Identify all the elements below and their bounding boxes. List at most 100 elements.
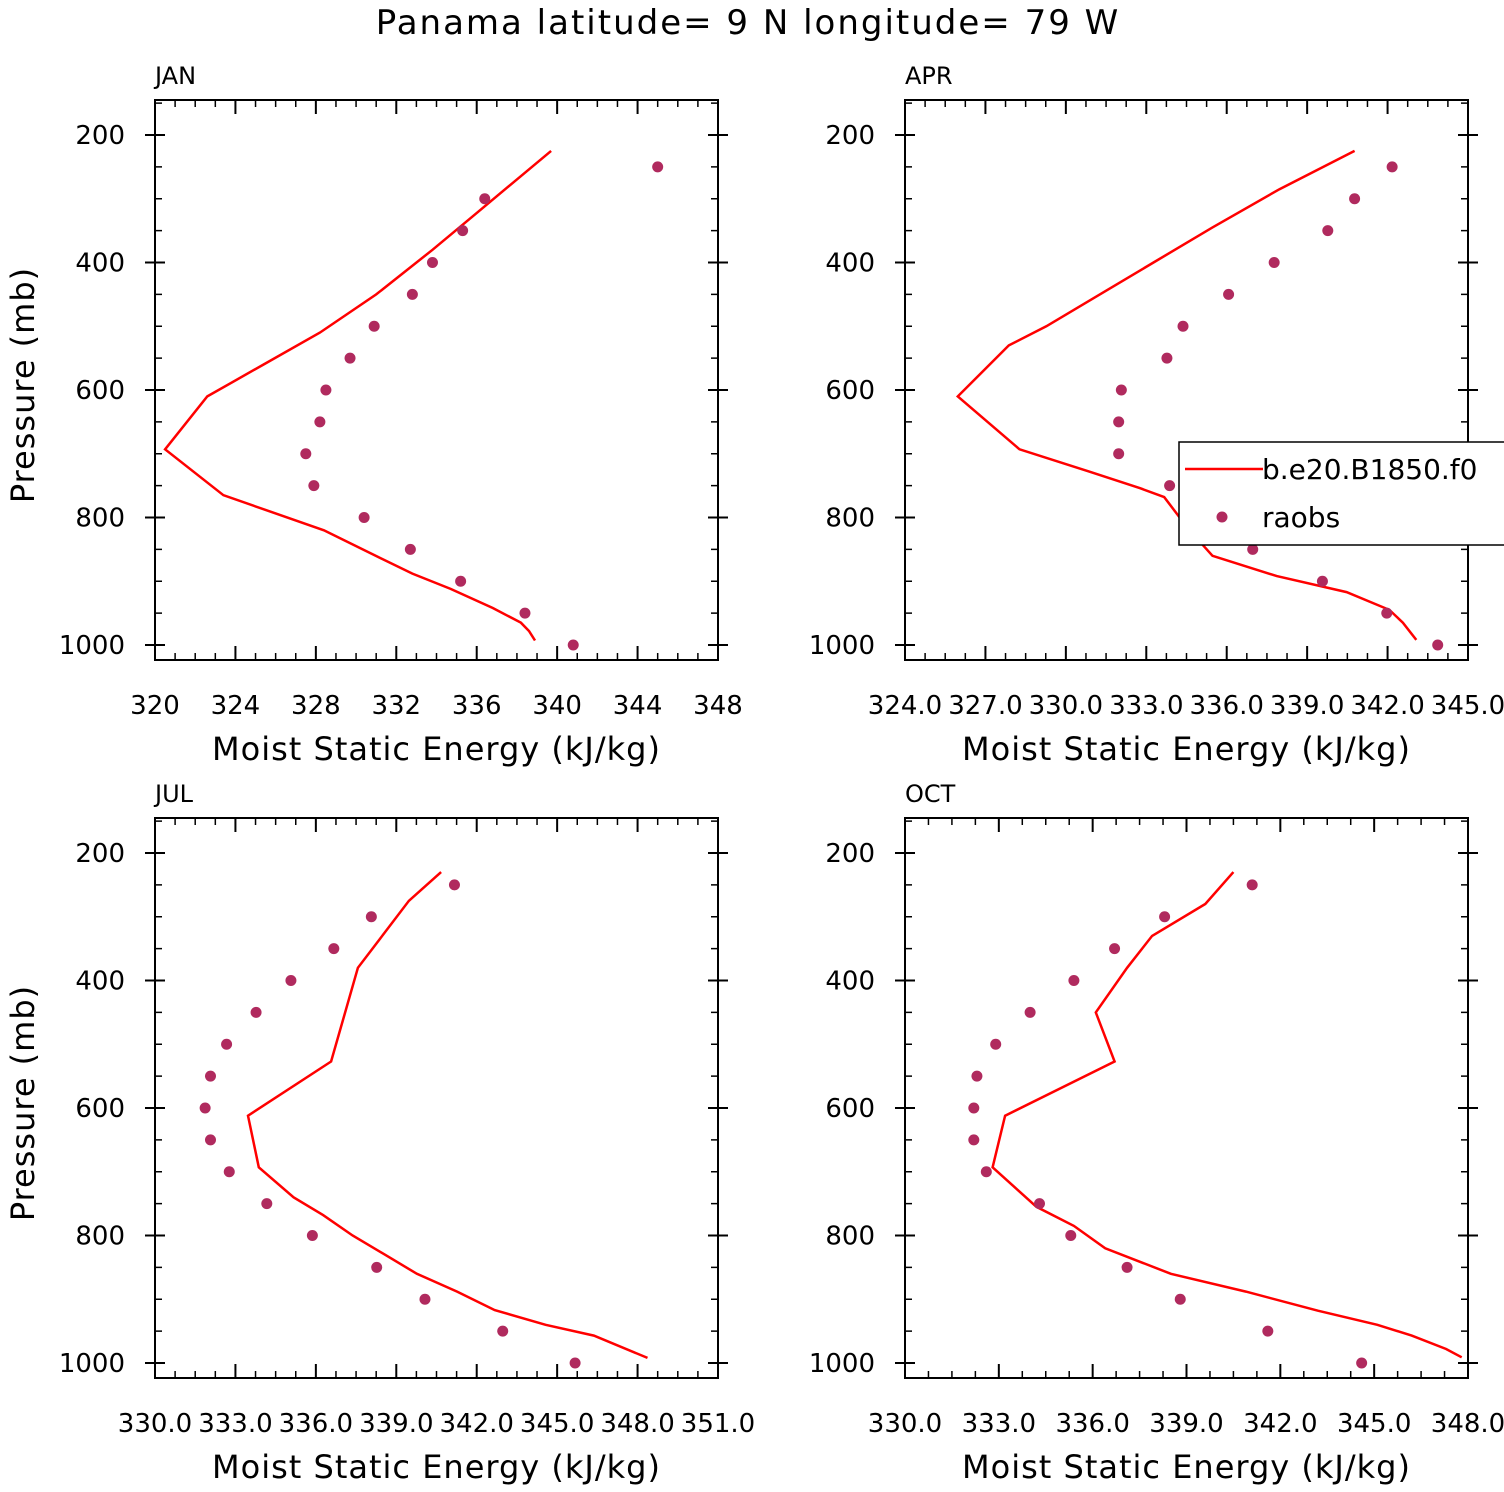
obs-point	[1381, 607, 1393, 619]
x-tick-label: 327.0	[948, 691, 1022, 721]
obs-point	[204, 1070, 216, 1082]
x-axis-label: Moist Static Energy (kJ/kg)	[962, 1448, 1411, 1486]
obs-point	[1113, 416, 1125, 428]
obs-point	[990, 1038, 1002, 1050]
obs-point	[221, 1038, 233, 1050]
obs-point	[497, 1325, 509, 1337]
obs-point	[1356, 1357, 1368, 1369]
obs-point	[1164, 480, 1176, 492]
plot-frame	[154, 817, 719, 1379]
plot-frame	[904, 99, 1469, 661]
panel-label: OCT	[905, 780, 956, 808]
legend-obs-label: raobs	[1262, 501, 1340, 534]
y-tick-label: 1000	[809, 1349, 875, 1379]
x-tick-label: 336.0	[1189, 691, 1263, 721]
obs-point	[365, 911, 377, 923]
x-tick-label: 348	[693, 691, 743, 721]
x-tick-label: 351.0	[681, 1409, 755, 1439]
obs-point	[261, 1198, 273, 1210]
x-tick-label: 339.0	[359, 1409, 433, 1439]
obs-point	[1177, 320, 1189, 332]
obs-point	[652, 161, 664, 173]
panel-jul: JUL 330.0 333.0 336.0 339.0 342.0 345.0 348.0 35…	[4, 780, 755, 1486]
x-tick-label: 344	[613, 691, 663, 721]
x-tick-label: 348.0	[600, 1409, 674, 1439]
x-tick-label: 324	[211, 691, 261, 721]
obs-point	[404, 543, 416, 555]
figure-title: Panama latitude= 9 N longitude= 79 W	[376, 3, 1121, 43]
obs-point	[1322, 225, 1334, 237]
obs-point	[569, 1357, 581, 1369]
panel-oct: OCT 330.0 333.0 336.0 339.0 342.0 345.0 348.0 20…	[809, 780, 1504, 1486]
x-tick-label: 324.0	[868, 691, 942, 721]
obs-point	[1432, 639, 1444, 651]
y-tick-label: 200	[825, 839, 875, 869]
legend-box	[1178, 441, 1504, 546]
x-tick-label: 333.0	[1109, 691, 1183, 721]
x-tick-label: 345.0	[1431, 691, 1504, 721]
y-tick-label: 1000	[59, 631, 125, 661]
x-tick-label: 340	[532, 691, 582, 721]
plot-frame	[154, 99, 719, 661]
obs-point	[1246, 879, 1258, 891]
obs-point	[204, 1134, 216, 1146]
model-line	[991, 871, 1463, 1359]
obs-point	[250, 1006, 262, 1018]
x-tick-label: 320	[130, 691, 180, 721]
obs-point	[519, 607, 531, 619]
model-line	[246, 871, 648, 1360]
y-tick-label: 600	[825, 1094, 875, 1124]
panel-label: JUL	[153, 780, 194, 808]
obs-point	[285, 975, 297, 986]
obs-point	[426, 257, 438, 268]
x-tick-label: 330.0	[1029, 691, 1103, 721]
y-tick-label: 800	[825, 504, 875, 534]
model-line	[955, 149, 1418, 641]
model-line	[163, 149, 552, 642]
obs-point	[1033, 1198, 1045, 1210]
obs-point	[344, 352, 356, 364]
obs-point	[457, 225, 469, 237]
x-tick-label: 339.0	[1149, 1409, 1223, 1439]
plot-frame	[904, 817, 1469, 1379]
y-tick-label: 200	[75, 839, 125, 869]
obs-point	[328, 943, 340, 955]
y-tick-label: 600	[825, 376, 875, 406]
obs-point	[371, 1261, 383, 1273]
obs-point	[448, 879, 460, 891]
y-tick-label: 1000	[59, 1349, 125, 1379]
obs-point	[1068, 975, 1080, 986]
x-axis-label: Moist Static Energy (kJ/kg)	[212, 1448, 661, 1486]
y-tick-label: 800	[825, 1222, 875, 1252]
y-tick-label: 400	[825, 967, 875, 997]
x-tick-label: 345.0	[1337, 1409, 1411, 1439]
y-tick-label: 800	[75, 1222, 125, 1252]
x-tick-label: 330.0	[118, 1409, 192, 1439]
obs-point	[980, 1166, 992, 1178]
obs-point	[567, 639, 579, 651]
y-tick-label: 600	[75, 376, 125, 406]
obs-point	[308, 480, 320, 492]
obs-point	[479, 193, 491, 205]
obs-point	[1262, 1325, 1274, 1337]
x-tick-label: 336	[452, 691, 502, 721]
x-tick-label: 342.0	[439, 1409, 513, 1439]
y-tick-label: 800	[75, 504, 125, 534]
legend: b.e20.B1850.f0 raobs	[1178, 441, 1504, 546]
obs-point	[1065, 1230, 1077, 1241]
obs-point	[968, 1102, 980, 1114]
obs-point	[306, 1230, 318, 1241]
y-tick-label: 200	[825, 121, 875, 151]
obs-point	[1024, 1006, 1036, 1018]
obs-point	[1268, 257, 1280, 268]
x-tick-label: 333.0	[962, 1409, 1036, 1439]
obs-point	[1247, 543, 1259, 555]
x-axis-label: Moist Static Energy (kJ/kg)	[212, 730, 661, 768]
obs-point	[1113, 448, 1125, 460]
obs-point	[320, 384, 332, 396]
obs-point	[406, 288, 418, 300]
x-tick-label: 339.0	[1270, 691, 1344, 721]
obs-point	[300, 448, 312, 460]
x-tick-label: 330.0	[868, 1409, 942, 1439]
